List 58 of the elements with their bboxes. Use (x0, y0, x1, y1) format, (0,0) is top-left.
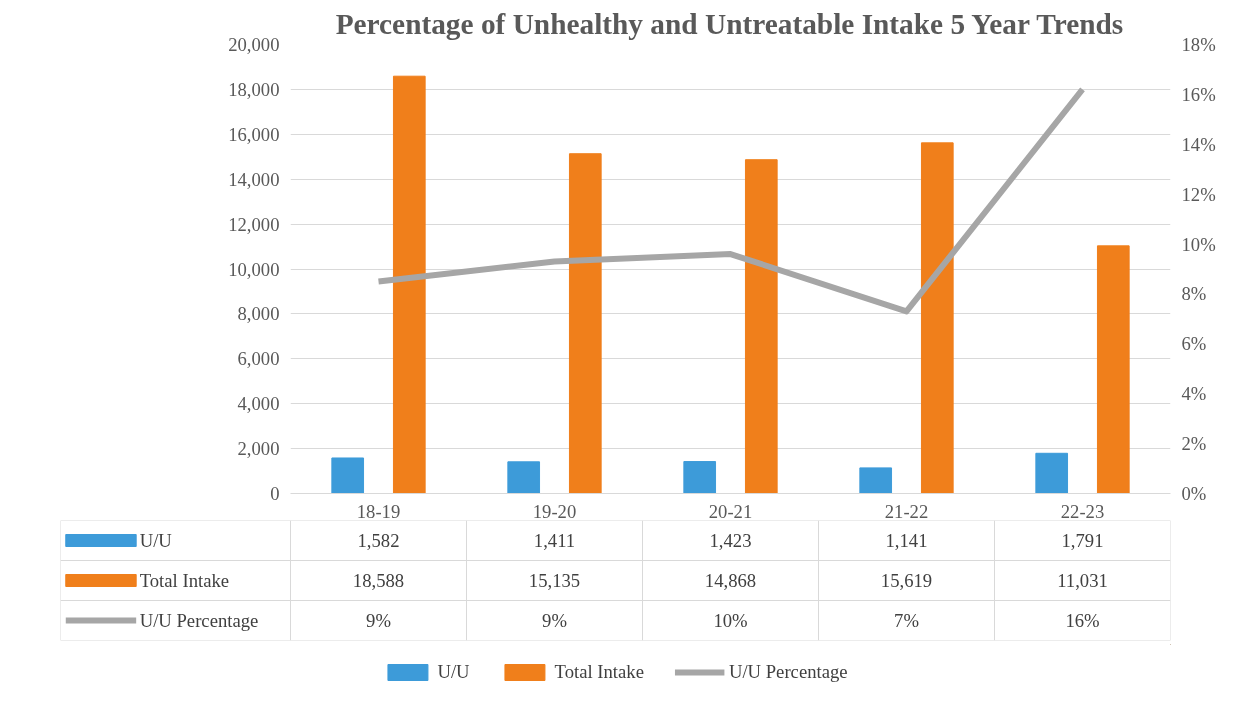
x-tick-label: 19-20 (532, 500, 577, 522)
y2-tick-label: 8% (1181, 283, 1207, 305)
legend-label: U/U Percentage (139, 610, 259, 631)
data-label: 18,588 (352, 570, 405, 591)
y2-tick-label: 12% (1181, 183, 1216, 205)
x-tick-label: 20-21 (708, 500, 753, 522)
y2-tick-label: 2% (1181, 433, 1207, 455)
data-label: 16% (1065, 610, 1100, 631)
y-tick-label: 8,000 (237, 303, 280, 325)
data-label: 1,423 (709, 530, 752, 551)
y-tick-label: 14,000 (228, 168, 280, 190)
legend-label: Total Intake (554, 661, 644, 683)
y-tick-label: 10,000 (228, 258, 280, 280)
data-label: 7% (894, 610, 919, 631)
y2-tick-label: 14% (1181, 133, 1216, 155)
x-tick-label: 21-22 (884, 500, 929, 522)
bar (683, 461, 717, 494)
y-tick-label: 20,000 (228, 34, 280, 55)
text: Total Intake (139, 570, 230, 591)
y-tick-label: 4,000 (237, 393, 280, 415)
y-tick-label: 12,000 (228, 213, 280, 235)
data-label: 10% (713, 610, 748, 631)
data-label: 9% (542, 610, 567, 631)
y2-tick-label: 0% (1181, 483, 1207, 504)
y2-tick-label: 4% (1181, 383, 1207, 405)
chart-title: Percentage of Unhealthy and Untreatable Intake 5 Year Trends (335, 7, 1124, 40)
bar (920, 142, 954, 494)
bar (1035, 452, 1069, 494)
y2-tick-label: 10% (1181, 233, 1216, 255)
text: U/U (437, 661, 470, 682)
bar (331, 457, 365, 494)
y-tick-label: 16,000 (228, 123, 280, 145)
text: U/U Percentage (728, 661, 848, 682)
y2-tick-label: 6% (1181, 333, 1207, 355)
bar (1096, 245, 1130, 494)
legend-label: U/U (139, 530, 173, 551)
y-tick-label: 2,000 (237, 438, 280, 460)
data-label: 14,868 (704, 570, 757, 591)
bar (568, 153, 602, 494)
y2-tick-label: 16% (1181, 83, 1216, 105)
y2-tick-label: 18% (1181, 34, 1216, 55)
data-label: 9% (366, 610, 391, 631)
x-tick-label: 18-19 (356, 500, 401, 522)
y-tick-label: 18,000 (228, 78, 280, 100)
data-label: 11,031 (1057, 570, 1108, 591)
y-tick-label: 0 (270, 483, 280, 504)
bar (507, 461, 541, 494)
data-label: 15,619 (880, 570, 933, 591)
data-label: 1,141 (885, 530, 928, 551)
data-label: 15,135 (528, 570, 581, 591)
data-label: 1,582 (357, 530, 400, 551)
x-tick-label: 22-23 (1060, 500, 1105, 522)
bar (744, 159, 778, 494)
data-label: 1,791 (1061, 530, 1104, 551)
bar (859, 467, 893, 494)
bar (392, 75, 426, 494)
y-tick-label: 6,000 (237, 348, 280, 370)
data-label: 1,411 (533, 530, 576, 551)
